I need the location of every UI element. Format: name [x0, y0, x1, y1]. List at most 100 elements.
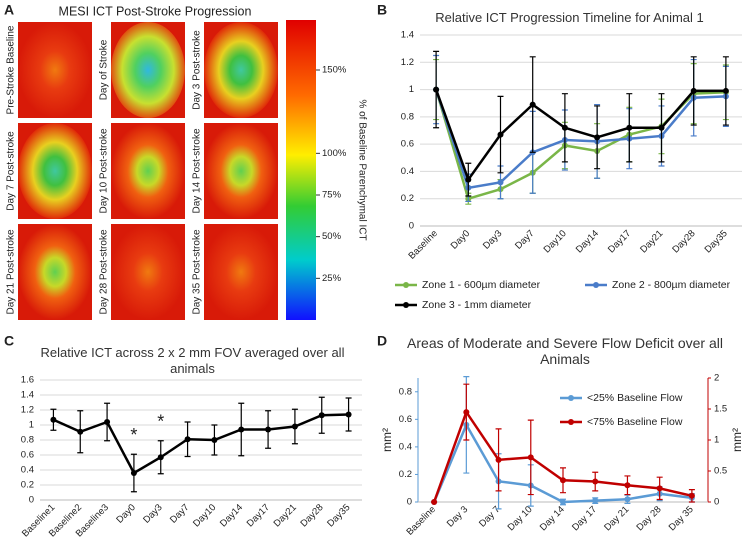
tile-label: Day 10 Post-stroke — [99, 128, 110, 213]
y-tick-label: 0.4 — [401, 166, 414, 177]
x-tick-label: Day 14 — [538, 504, 567, 533]
x-tick-label: Day10 — [542, 228, 569, 255]
tile-label: Day 28 Post-stroke — [99, 229, 110, 314]
x-tick-label: Day21 — [638, 228, 665, 255]
tile-image-overlay — [18, 123, 92, 219]
data-point — [433, 86, 440, 93]
y-tick-label: 1.4 — [21, 390, 34, 401]
series-line — [434, 89, 726, 190]
colorbar-label: % of Baseline Parenchymal ICT — [356, 99, 367, 240]
colorbar-tick-label: 25% — [322, 273, 342, 284]
legend-marker — [403, 282, 409, 288]
x-tick-label: Baseline — [404, 504, 438, 538]
y-tick-label: 0 — [29, 495, 34, 506]
tile-label: Day of Stroke — [99, 39, 110, 100]
y-tick-label: 0.6 — [21, 450, 34, 461]
y-tick-label: 0.2 — [401, 193, 414, 204]
legend-marker — [403, 302, 409, 308]
x-tick-label: Day28 — [298, 502, 325, 529]
y2-axis-label: mm² — [730, 428, 744, 452]
data-point — [50, 416, 57, 423]
x-tick-label: Day14 — [574, 228, 601, 255]
data-point — [592, 478, 599, 485]
colorbar-tick-label: 150% — [322, 65, 347, 76]
x-tick-label: Day 28 — [634, 504, 663, 533]
y-axis-label: mm² — [380, 428, 394, 452]
y-tick-label: 1.6 — [21, 375, 34, 386]
chart-title: Areas of Moderate and Severe Flow Defici… — [407, 335, 723, 367]
legend-label: Zone 3 - 1mm diameter — [422, 299, 532, 311]
data-point — [527, 454, 534, 461]
data-point — [626, 124, 633, 131]
data-point — [184, 436, 191, 443]
colorbar — [286, 20, 316, 320]
y-tick-label: 0.4 — [399, 441, 412, 452]
y-tick-label: 0.2 — [21, 480, 34, 491]
tile-image-overlay — [111, 22, 185, 118]
x-tick-label: Day17 — [606, 228, 633, 255]
data-point — [345, 411, 352, 418]
tile-label: Pre-Stroke Baseline — [6, 25, 17, 114]
panel-letter: B — [377, 2, 387, 18]
x-tick-label: Day 10 — [506, 504, 535, 533]
x-tick-label: Day 17 — [570, 504, 599, 533]
legend-label: <75% Baseline Flow — [587, 416, 683, 428]
tile-image-overlay — [204, 224, 278, 320]
data-point — [592, 497, 599, 504]
series-line — [52, 413, 349, 475]
tile-image-overlay — [111, 123, 185, 219]
data-point — [318, 412, 325, 419]
data-point — [495, 456, 502, 463]
tile-image-overlay — [111, 224, 185, 320]
data-point — [497, 179, 504, 186]
legend-marker — [568, 419, 574, 425]
x-tick-label: Day3 — [481, 228, 504, 251]
x-tick-label: Day 21 — [602, 504, 631, 533]
panel-letter: A — [4, 2, 14, 18]
data-point — [656, 485, 663, 492]
chart-title: Relative ICT across 2 x 2 mm FOV average… — [40, 345, 345, 376]
data-point — [688, 492, 695, 499]
y-tick-label: 0.8 — [21, 435, 34, 446]
y2-tick-label: 0.5 — [714, 466, 727, 477]
tile-image-overlay — [204, 22, 278, 118]
data-point — [431, 499, 438, 505]
y-tick-label: 0.8 — [399, 386, 412, 397]
y-tick-label: 0 — [407, 497, 412, 508]
tile-image-overlay — [18, 224, 92, 320]
tile-label: Day 21 Post-stroke — [6, 229, 17, 314]
x-tick-label: Day3 — [141, 502, 164, 525]
panel-letter: D — [377, 333, 387, 349]
panel-title: MESI ICT Post-Stroke Progression — [59, 4, 252, 18]
x-tick-label: Day35 — [703, 228, 730, 255]
colorbar-tick-label: 100% — [322, 148, 347, 159]
legend-marker — [568, 395, 574, 401]
tile-image-overlay — [18, 22, 92, 118]
chart-title: Relative ICT Progression Timeline for An… — [435, 10, 704, 25]
data-point — [497, 131, 504, 138]
legend-marker — [593, 282, 599, 288]
x-tick-label: Day 35 — [667, 504, 696, 533]
y-tick-label: 0.6 — [399, 414, 412, 425]
data-point — [463, 409, 470, 416]
x-tick-label: Day 3 — [445, 504, 470, 529]
data-point — [104, 419, 111, 425]
y-tick-label: 1.2 — [21, 405, 34, 416]
data-point — [211, 437, 218, 443]
tile-label: Day 14 Post-stroke — [192, 128, 203, 213]
x-tick-label: Day10 — [191, 502, 218, 529]
y-tick-label: 0.4 — [21, 465, 34, 476]
y-tick-label: 0.8 — [401, 111, 414, 122]
y-tick-label: 1.2 — [401, 57, 414, 68]
series-line — [434, 89, 726, 183]
x-tick-label: Baseline — [406, 228, 440, 262]
colorbar-tick-label: 75% — [322, 190, 342, 201]
data-point — [157, 454, 164, 461]
y2-tick-label: 1.5 — [714, 404, 727, 415]
x-tick-label: Day0 — [449, 228, 472, 251]
annotation: * — [130, 425, 137, 445]
x-tick-label: Day17 — [245, 502, 272, 529]
data-point — [560, 477, 566, 484]
